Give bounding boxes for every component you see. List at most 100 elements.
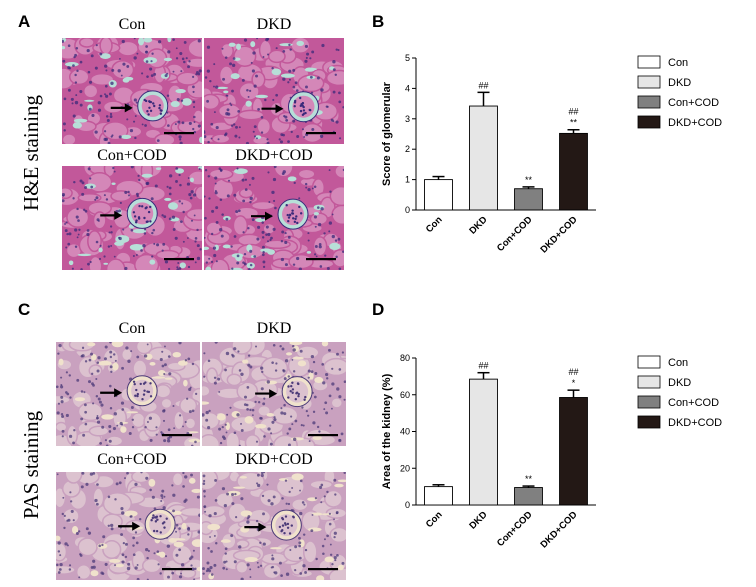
legend-swatch	[637, 55, 661, 69]
legend-label: Con	[668, 57, 688, 69]
legend-swatch	[637, 75, 661, 89]
micro-title-c-concod: Con+COD	[97, 451, 167, 468]
micrograph-c-dkdcod	[202, 472, 346, 580]
significance-label: ##	[568, 107, 578, 117]
bar	[514, 487, 543, 506]
y-tick-label: 40	[400, 427, 410, 437]
arrow-icon	[100, 210, 123, 220]
significance-label: **	[525, 175, 533, 185]
arrow-icon	[110, 103, 133, 113]
micrograph-c-concod	[56, 472, 200, 580]
legend-label: Con+COD	[668, 397, 719, 409]
glomerulus	[281, 376, 313, 408]
x-tick-label: DKD+COD	[538, 509, 579, 550]
legend-swatch	[637, 395, 661, 409]
chart-b: Score of glomerular 0 1 2 3 4 5 Con ## DKD ** Con+C…	[380, 40, 750, 290]
significance-label: **	[570, 118, 578, 128]
legend-swatch	[637, 95, 661, 109]
panel-letter-c: C	[18, 300, 31, 319]
significance-label: ##	[478, 361, 488, 371]
scale-bar	[308, 568, 338, 571]
legend-label: DKD+COD	[668, 417, 722, 429]
legend-label: DKD+COD	[668, 117, 722, 129]
arrow-icon	[251, 211, 274, 221]
x-tick-label: Con+COD	[495, 509, 535, 549]
scale-bar	[164, 132, 194, 135]
micro-title-c-dkdcod: DKD+COD	[235, 451, 313, 468]
bar	[424, 179, 453, 211]
significance-label: ##	[478, 80, 488, 90]
legend-swatch	[637, 355, 661, 369]
y-tick-label: 3	[405, 114, 410, 124]
arrow-icon	[255, 389, 278, 399]
scale-bar	[162, 568, 192, 571]
glomerulus	[144, 508, 176, 540]
stain-label-pas: PAS staining	[19, 410, 43, 520]
micrograph-a-dkdcod	[204, 166, 344, 270]
bar	[424, 486, 453, 506]
micrograph-c-con	[56, 342, 200, 446]
legend-swatch	[637, 115, 661, 129]
y-tick-label: 4	[405, 83, 410, 93]
micro-title-a-con: Con	[118, 16, 146, 33]
micrograph-c-dkd	[202, 342, 346, 446]
x-tick-label: Con	[424, 509, 445, 530]
bar	[514, 188, 543, 211]
x-tick-label: DKD	[467, 214, 489, 236]
legend-label: Con+COD	[668, 97, 719, 109]
arrow-icon	[100, 388, 123, 398]
micro-title-c-dkd: DKD	[256, 320, 292, 337]
legend-label: DKD	[668, 377, 691, 389]
scale-bar	[164, 258, 194, 261]
micro-title-c-con: Con	[118, 320, 146, 337]
micro-title-a-dkdcod: DKD+COD	[235, 147, 313, 164]
legend-swatch	[637, 415, 661, 429]
micrograph-a-con	[62, 38, 202, 144]
bar	[559, 397, 588, 506]
bar	[469, 105, 498, 211]
bar	[469, 378, 498, 506]
significance-label: *	[572, 378, 576, 388]
x-tick-label: DKD	[467, 509, 489, 531]
micro-title-a-concod: Con+COD	[97, 147, 167, 164]
arrow-icon	[244, 522, 267, 532]
y-tick-label: 5	[405, 53, 410, 63]
legend-swatch	[637, 375, 661, 389]
scale-bar	[162, 434, 192, 437]
legend-label: Con	[668, 357, 688, 369]
y-axis-title: Area of the kidney (%)	[381, 373, 393, 489]
significance-label: **	[525, 474, 533, 484]
y-tick-label: 80	[400, 353, 410, 363]
y-tick-label: 1	[405, 175, 410, 185]
scale-bar	[308, 434, 338, 437]
glomerulus	[126, 197, 158, 229]
micrograph-a-dkd	[204, 38, 344, 144]
arrow-icon	[118, 521, 141, 531]
y-tick-label: 20	[400, 463, 410, 473]
panel-letter-d: D	[372, 300, 385, 319]
x-tick-label: DKD+COD	[538, 214, 579, 255]
chart-d: Area of the kidney (%) 0 20 40 60 80 Con ## DKD *…	[380, 340, 750, 585]
y-tick-label: 60	[400, 390, 410, 400]
bar	[559, 132, 588, 211]
y-tick-label: 0	[405, 205, 410, 215]
glomerulus	[126, 375, 158, 407]
significance-label: ##	[568, 367, 578, 377]
y-tick-label: 0	[405, 500, 410, 510]
arrow-icon	[261, 104, 284, 114]
glomerulus	[287, 91, 319, 123]
x-tick-label: Con	[424, 214, 445, 235]
micrograph-a-concod	[62, 166, 202, 270]
y-axis-title: Score of glomerular	[381, 81, 393, 186]
panel-letter-a: A	[18, 12, 31, 31]
micro-title-a-dkd: DKD	[256, 16, 292, 33]
stain-label-he: H&E staining	[19, 94, 43, 212]
glomerulus	[270, 509, 302, 541]
glomerulus	[137, 90, 169, 122]
legend-label: DKD	[668, 77, 691, 89]
scale-bar	[306, 132, 336, 135]
x-tick-label: Con+COD	[495, 214, 535, 254]
panel-letter-b: B	[372, 12, 385, 31]
y-tick-label: 2	[405, 144, 410, 154]
glomerulus	[277, 198, 309, 230]
